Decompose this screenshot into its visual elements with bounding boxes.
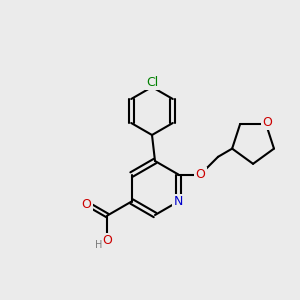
- Text: O: O: [81, 198, 91, 211]
- Text: O: O: [102, 234, 112, 247]
- Text: Cl: Cl: [146, 76, 158, 88]
- Text: O: O: [195, 168, 205, 181]
- Text: H: H: [95, 239, 102, 250]
- Text: O: O: [262, 116, 272, 128]
- Text: N: N: [174, 195, 183, 208]
